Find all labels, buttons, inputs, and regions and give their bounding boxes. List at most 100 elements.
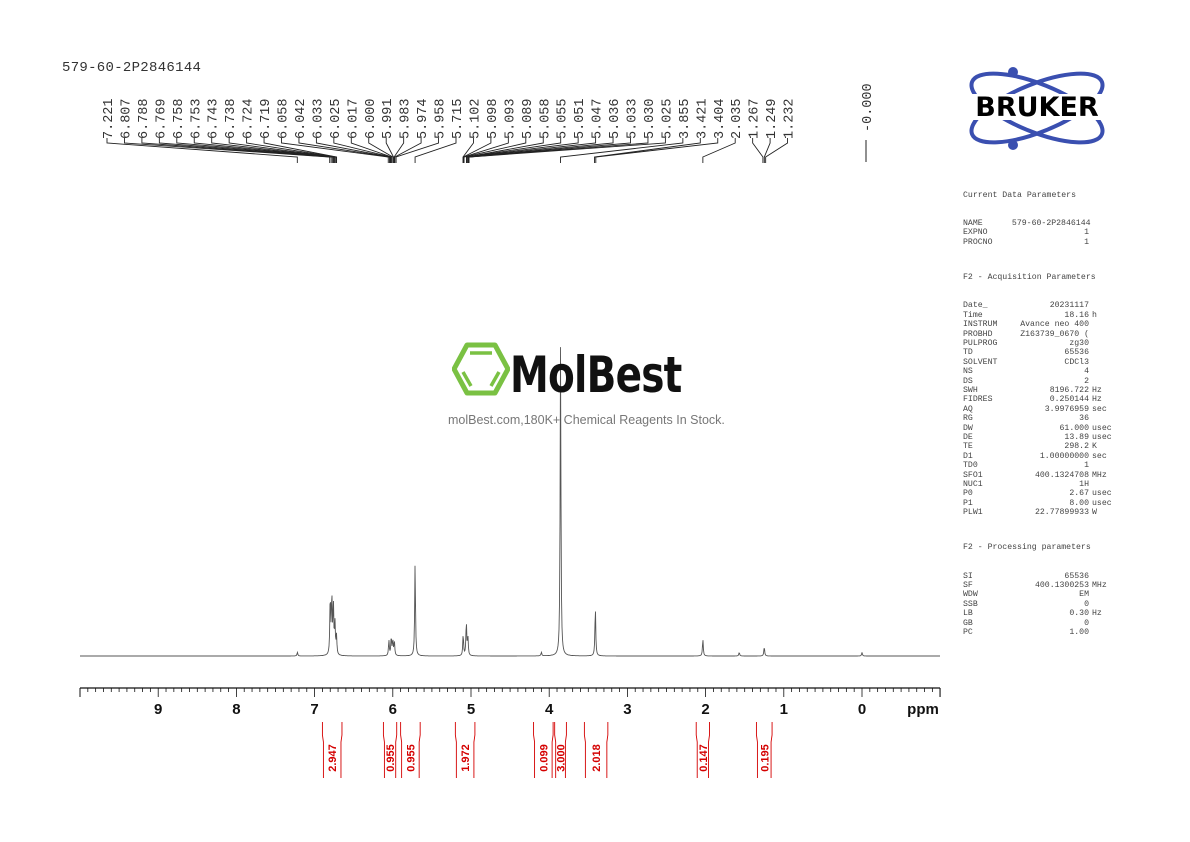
param-row: D1 1.00000000 sec bbox=[963, 451, 1107, 461]
param-row: Time 18.16 h bbox=[963, 310, 1097, 320]
svg-text:1.249: 1.249 bbox=[765, 98, 780, 139]
svg-text:6.025: 6.025 bbox=[329, 98, 344, 139]
svg-text:6.724: 6.724 bbox=[242, 98, 257, 139]
param-row: GB 0 bbox=[963, 618, 1089, 628]
section-current-title: Current Data Parameters bbox=[963, 190, 1077, 200]
svg-text:6.769: 6.769 bbox=[154, 98, 169, 139]
svg-text:0.147: 0.147 bbox=[698, 744, 710, 772]
param-row: EXPNO 1 bbox=[963, 228, 1089, 238]
param-row: TD 65536 bbox=[963, 348, 1089, 358]
integral-group: 2.947 0.955 0.955 1.972 0.099 3.000 2.018 0.147… bbox=[321, 722, 773, 778]
param-row: NAME 579-60-2P2846144 bbox=[963, 219, 1091, 229]
svg-text:3.421: 3.421 bbox=[695, 98, 710, 139]
peak-label-group: 7.221 6.807 6.788 6.769 6.758 6.753 6.743 6.738… bbox=[102, 83, 876, 163]
svg-text:BRUKER: BRUKER bbox=[975, 92, 1099, 123]
svg-text:6.807: 6.807 bbox=[119, 98, 134, 139]
svg-text:5.025: 5.025 bbox=[660, 98, 675, 139]
processing-rows: SI 65536 SF 400.1300253 MHz WDW EM SSB 0 LB 0.30 Hz… bbox=[963, 572, 1118, 638]
svg-text:0: 0 bbox=[858, 701, 866, 718]
param-row: LB 0.30 Hz bbox=[963, 609, 1102, 619]
svg-text:7: 7 bbox=[310, 701, 318, 718]
svg-text:5.715: 5.715 bbox=[451, 98, 466, 139]
svg-text:5.058: 5.058 bbox=[538, 98, 553, 139]
svg-text:6.743: 6.743 bbox=[207, 98, 222, 139]
param-row: DS 2 bbox=[963, 376, 1089, 386]
svg-text:-0.000: -0.000 bbox=[861, 83, 876, 132]
molbest-tagline: molBest.com,180K+ Chemical Reagents In S… bbox=[448, 413, 725, 427]
svg-text:9: 9 bbox=[154, 701, 162, 718]
param-row: Date_ 20231117 bbox=[963, 301, 1089, 311]
integral-marker: 2.947 bbox=[321, 722, 343, 778]
svg-text:5.036: 5.036 bbox=[608, 98, 623, 139]
param-row: SSB 0 bbox=[963, 599, 1089, 609]
integral-marker: 0.955 bbox=[400, 722, 421, 778]
svg-text:6.042: 6.042 bbox=[294, 98, 309, 139]
svg-text:0.955: 0.955 bbox=[405, 744, 417, 772]
svg-text:2: 2 bbox=[701, 701, 709, 718]
param-row: NUC1 1H bbox=[963, 480, 1089, 489]
integral-marker: 2.018 bbox=[583, 722, 609, 778]
integral-marker: 3.000 bbox=[554, 722, 568, 778]
section-processing-title: F2 - Processing parameters bbox=[963, 543, 1091, 553]
svg-text:5.958: 5.958 bbox=[434, 98, 449, 139]
svg-text:2.947: 2.947 bbox=[327, 744, 339, 772]
svg-text:6.788: 6.788 bbox=[137, 98, 152, 139]
svg-text:5.093: 5.093 bbox=[503, 98, 518, 139]
svg-text:7.221: 7.221 bbox=[102, 98, 117, 139]
param-row: SFO1 400.1324708 MHz bbox=[963, 470, 1107, 480]
param-row: P1 8.00 usec bbox=[963, 498, 1112, 508]
param-row: FIDRES 0.250144 Hz bbox=[963, 395, 1102, 405]
svg-text:1.232: 1.232 bbox=[783, 98, 798, 139]
svg-text:6.753: 6.753 bbox=[189, 98, 204, 139]
svg-text:5.089: 5.089 bbox=[521, 98, 536, 139]
svg-text:6.058: 6.058 bbox=[277, 98, 292, 139]
svg-text:1.972: 1.972 bbox=[460, 744, 472, 772]
svg-text:4: 4 bbox=[545, 701, 554, 718]
param-row: AQ 3.9976959 sec bbox=[963, 404, 1107, 414]
param-row: SI 65536 bbox=[963, 571, 1089, 581]
param-row: P0 2.67 usec bbox=[963, 489, 1112, 499]
molbest-name: MolBest bbox=[510, 346, 682, 404]
svg-text:6.719: 6.719 bbox=[259, 98, 274, 139]
svg-text:3: 3 bbox=[623, 701, 631, 718]
svg-text:3.000: 3.000 bbox=[556, 744, 568, 772]
svg-text:6.738: 6.738 bbox=[224, 98, 239, 139]
section-acquisition-title: F2 - Acquisition Parameters bbox=[963, 273, 1096, 283]
param-row: DW 61.000 usec bbox=[963, 423, 1112, 433]
param-row: TD0 1 bbox=[963, 461, 1089, 471]
svg-text:5.974: 5.974 bbox=[416, 98, 431, 139]
svg-text:6.017: 6.017 bbox=[346, 98, 361, 139]
svg-text:3.855: 3.855 bbox=[678, 98, 693, 139]
param-row: SF 400.1300253 MHz bbox=[963, 581, 1107, 591]
svg-text:ppm: ppm bbox=[907, 701, 939, 718]
integral-marker: 0.955 bbox=[382, 722, 398, 778]
svg-text:2.035: 2.035 bbox=[730, 98, 745, 139]
svg-text:5.102: 5.102 bbox=[468, 98, 483, 139]
svg-text:6.033: 6.033 bbox=[311, 98, 326, 139]
svg-text:5.098: 5.098 bbox=[486, 98, 501, 139]
param-row: TE 298.2 K bbox=[963, 442, 1097, 452]
svg-text:5.047: 5.047 bbox=[591, 98, 606, 139]
svg-text:8: 8 bbox=[232, 701, 240, 718]
param-row: SWH 8196.722 Hz bbox=[963, 385, 1102, 395]
svg-text:5.033: 5.033 bbox=[626, 98, 641, 139]
param-row: PLW1 22.77899933 W bbox=[963, 508, 1097, 518]
param-row: SOLVENT CDCl3 bbox=[963, 357, 1089, 367]
param-row: RG 36 bbox=[963, 414, 1089, 424]
param-row: DE 13.89 usec bbox=[963, 432, 1112, 442]
svg-text:0.099: 0.099 bbox=[538, 744, 550, 772]
ppm-axis: 9 8 7 6 5 4 3 2 1 0 ppm bbox=[79, 687, 941, 718]
svg-text:5.991: 5.991 bbox=[381, 98, 396, 139]
current-rows: NAME 579-60-2P2846144 EXPNO 1 PROCNO 1 bbox=[963, 219, 1118, 247]
param-row: PROCNO 1 bbox=[963, 237, 1089, 247]
integral-marker: 0.195 bbox=[755, 722, 773, 778]
param-row: WDW EM bbox=[963, 590, 1089, 600]
param-row: INSTRUM Avance neo 400 bbox=[963, 320, 1089, 330]
param-row: PROBHD Z163739_0670 ( bbox=[963, 329, 1089, 339]
svg-text:6.758: 6.758 bbox=[172, 98, 187, 139]
svg-text:5.030: 5.030 bbox=[643, 98, 658, 139]
integral-marker: 0.147 bbox=[695, 722, 710, 778]
molbest-watermark: MolBest molBest.com,180K+ Chemical Reage… bbox=[448, 340, 748, 435]
param-row: NS 4 bbox=[963, 367, 1089, 377]
